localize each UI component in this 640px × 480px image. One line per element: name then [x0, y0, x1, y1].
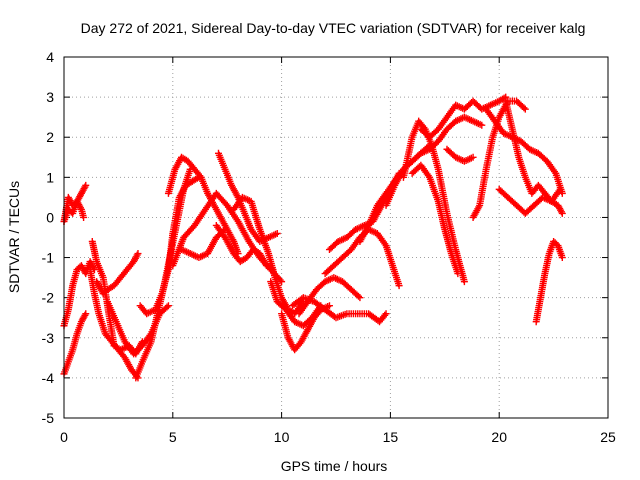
y-tick-label: -4 — [42, 370, 55, 386]
series-track-28 — [443, 145, 477, 165]
series-trace-markers — [533, 239, 566, 324]
series-trace-markers — [94, 251, 141, 296]
series-track-20 — [295, 274, 364, 318]
series-track-32 — [502, 97, 566, 217]
y-tick-label: -5 — [42, 410, 55, 426]
series-trace-markers — [296, 274, 362, 316]
y-tick-label: 2 — [46, 129, 54, 145]
series-track-26 — [408, 161, 462, 278]
series-track-33 — [532, 238, 566, 326]
series-trace-markers — [165, 154, 241, 255]
data-points — [60, 93, 566, 382]
series-track-27 — [417, 93, 510, 141]
y-tick-label: -2 — [42, 290, 55, 306]
y-tick-label: 4 — [46, 49, 54, 65]
series-track-06 — [86, 266, 142, 382]
series-trace-markers — [61, 311, 89, 376]
series-track-25 — [399, 117, 468, 286]
plot-frame — [63, 56, 609, 419]
x-tick-label: 20 — [491, 429, 507, 445]
series-track-16 — [230, 193, 307, 318]
chart-title: Day 272 of 2021, Sidereal Day-to-day VTE… — [81, 20, 586, 36]
x-tick-label: 10 — [274, 429, 290, 445]
series-track-13 — [178, 225, 229, 262]
series-trace-markers — [87, 268, 141, 380]
series-trace-markers — [231, 194, 306, 317]
x-tick-label: 5 — [169, 429, 177, 445]
series-trace-markers — [470, 97, 528, 220]
series-trace-markers — [214, 223, 275, 273]
series-trace-markers — [290, 294, 389, 325]
x-tick-label: 15 — [383, 429, 399, 445]
grid — [64, 57, 608, 418]
y-tick-label: -1 — [42, 250, 55, 266]
x-tick-label: 0 — [60, 429, 68, 445]
series-trace-markers — [502, 99, 565, 216]
y-axis-label: SDTVAR / TECUs — [6, 181, 22, 293]
series-trace-markers — [138, 174, 201, 317]
y-tick-label: 0 — [46, 209, 54, 225]
y-tick-label: 3 — [46, 89, 54, 105]
series-trace-markers — [400, 119, 468, 284]
x-tick-label: 25 — [600, 429, 616, 445]
series-trace-markers — [278, 303, 332, 352]
series-trace-markers — [444, 147, 475, 164]
series-trace-markers — [418, 94, 508, 140]
x-axis-label: GPS time / hours — [281, 458, 388, 474]
series-track-15 — [212, 221, 277, 274]
y-tick-label: 1 — [46, 169, 54, 185]
y-tick-label: -3 — [42, 330, 55, 346]
series-track-11 — [164, 153, 242, 258]
series-trace-markers — [410, 163, 461, 276]
series-track-30 — [482, 105, 566, 197]
series-track-19 — [288, 294, 390, 326]
series-track-07 — [93, 250, 142, 298]
series-track-21 — [325, 169, 403, 254]
series-track-10 — [136, 173, 203, 318]
